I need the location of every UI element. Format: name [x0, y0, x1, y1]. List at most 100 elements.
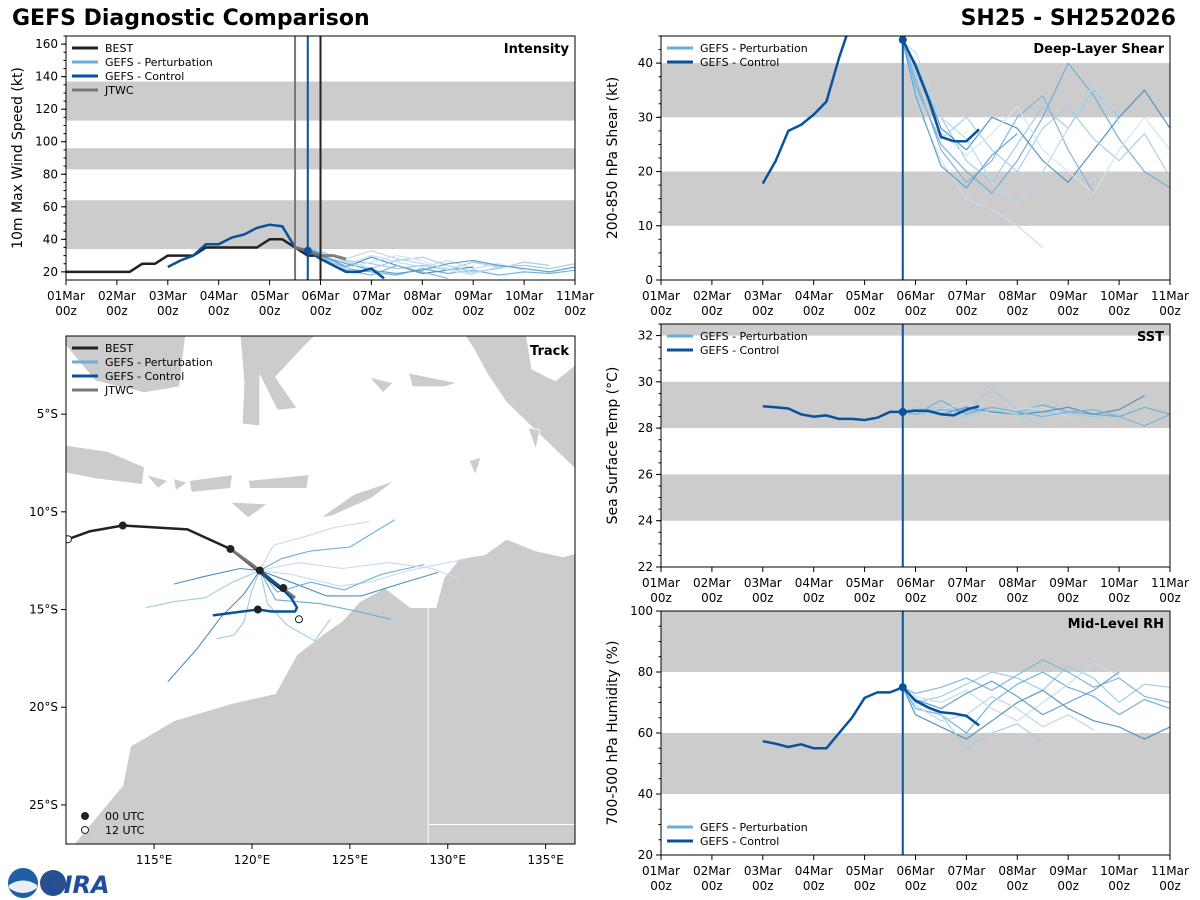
x-tick-label-line: 05Mar — [846, 289, 884, 303]
perturbation-series-line — [902, 41, 1018, 189]
best-track-marker — [66, 535, 72, 544]
lon-tick-label: 135°E — [527, 853, 564, 867]
x-tick-label-line: 08Mar — [403, 289, 441, 303]
y-tick-label: 60 — [43, 200, 58, 214]
x-tick-label-line: 00z — [650, 304, 672, 318]
x-tick-label-line: 00z — [956, 304, 978, 318]
x-tick-label-line: 06Mar — [897, 864, 935, 878]
y-axis-label: 10m Max Wind Speed (kt) — [10, 67, 26, 249]
x-tick-label-line: 00z — [854, 879, 876, 893]
sulawesi-landmass — [239, 336, 316, 427]
x-tick-label-line: 05Mar — [251, 289, 289, 303]
x-tick-label-line: 00z — [905, 591, 927, 605]
x-tick-label-line: 00z — [157, 304, 179, 318]
x-tick-label-line: 00z — [462, 304, 484, 318]
perturbation-series-line — [902, 686, 1044, 749]
y-tick-label: 26 — [638, 467, 653, 481]
panel-title: Intensity — [504, 42, 570, 57]
y-tick-label: 24 — [638, 514, 653, 528]
x-tick-label-line: 04Mar — [795, 864, 833, 878]
y-axis-label: Sea Surface Temp (°C) — [605, 367, 621, 525]
lon-tick-label: 130°E — [430, 853, 467, 867]
x-tick-label: 05Mar 00z — [251, 289, 289, 318]
legend-label: GEFS - Control — [105, 370, 184, 383]
x-tick-label: 06Mar 00z — [897, 289, 935, 318]
panel-title: Deep-Layer Shear — [1033, 42, 1164, 57]
x-tick-label-line: 00z — [803, 591, 825, 605]
shaded-band — [661, 611, 1170, 672]
control-series-line — [762, 686, 980, 750]
x-tick-label-line: 00z — [905, 304, 927, 318]
cira-globe-icon — [40, 870, 66, 896]
x-tick-label-line: 00z — [412, 304, 434, 318]
x-tick-label: 11Mar 00z — [556, 289, 594, 318]
y-tick-label: 28 — [638, 421, 653, 435]
x-tick-label-line: 10Mar — [1100, 864, 1138, 878]
x-tick-label-line: 04Mar — [200, 289, 238, 303]
x-tick-label-line: 07Mar — [947, 576, 985, 590]
bali-island — [145, 473, 169, 489]
y-axis-label: 200-850 hPa Shear (kt) — [605, 77, 621, 239]
perturbation-series-line — [902, 665, 1170, 704]
x-tick-label-line: 07Mar — [352, 289, 390, 303]
y-tick-label: 120 — [35, 102, 58, 116]
perturbation-track-line — [167, 570, 261, 683]
legend-label: GEFS - Control — [700, 835, 779, 848]
y-tick-label: 100 — [35, 135, 58, 149]
x-tick-label-line: 00z — [1007, 304, 1029, 318]
perturbation-track-line — [173, 567, 260, 585]
perturbation-track-line — [259, 570, 392, 620]
x-tick-label: 06Mar 00z — [897, 576, 935, 605]
perturbation-series-line — [902, 671, 1170, 734]
x-tick-label-line: 07Mar — [947, 864, 985, 878]
x-tick-label-line: 00z — [701, 591, 723, 605]
cira-logo-text: CIRA — [46, 871, 110, 899]
x-tick-label: 10Mar 00z — [1100, 576, 1138, 605]
x-tick-label-line: 00z — [854, 591, 876, 605]
y-tick-label: 60 — [638, 726, 653, 740]
x-tick-label: 08Mar 00z — [403, 289, 441, 318]
shaded-band — [661, 381, 1170, 429]
x-tick-label-line: 11Mar — [1151, 864, 1189, 878]
x-tick-label-line: 00z — [513, 304, 535, 318]
x-tick-label-line: 00z — [956, 879, 978, 893]
x-tick-label-line: 00z — [854, 304, 876, 318]
x-tick-label-line: 09Mar — [454, 289, 492, 303]
x-tick-label-line: 00z — [1159, 304, 1181, 318]
perturbation-series-line — [902, 406, 1170, 427]
x-tick-label-line: 07Mar — [947, 289, 985, 303]
control-track-marker — [253, 605, 262, 614]
panel-title: Mid-Level RH — [1068, 617, 1164, 632]
x-tick-label-line: 01Mar — [642, 864, 680, 878]
legend-label: JTWC — [104, 84, 134, 97]
australia-landmass — [73, 538, 575, 844]
y-tick-label: 160 — [35, 37, 58, 51]
panel-plot-area — [661, 36, 1170, 280]
x-tick-label: 03Mar 00z — [744, 864, 782, 893]
buru-island — [368, 376, 394, 394]
x-tick-label: 03Mar 00z — [744, 289, 782, 318]
x-tick-label: 08Mar 00z — [998, 864, 1036, 893]
legend-label: GEFS - Control — [105, 70, 184, 83]
perturbation-series-line — [902, 41, 1170, 178]
init-point-marker — [898, 36, 907, 44]
lon-tick-label: 120°E — [234, 853, 271, 867]
legend-label: GEFS - Perturbation — [700, 821, 808, 834]
marker-legend-label: 00 UTC — [105, 810, 145, 823]
sumba-island — [229, 501, 269, 519]
x-tick-label: 07Mar 00z — [352, 289, 390, 318]
perturbation-series-line — [902, 388, 1120, 418]
perturbation-series-line — [902, 41, 1044, 248]
x-tick-label: 11Mar 00z — [1151, 576, 1189, 605]
perturbation-series-line — [902, 659, 1170, 704]
x-tick-label: 09Mar 00z — [1049, 576, 1087, 605]
x-tick-label: 07Mar 00z — [947, 289, 985, 318]
perturbation-track-line — [259, 519, 396, 571]
x-tick-label: 01Mar 00z — [642, 864, 680, 893]
x-tick-label-line: 00z — [803, 879, 825, 893]
x-tick-label-line: 00z — [1108, 879, 1130, 893]
x-tick-label-line: 11Mar — [1151, 576, 1189, 590]
